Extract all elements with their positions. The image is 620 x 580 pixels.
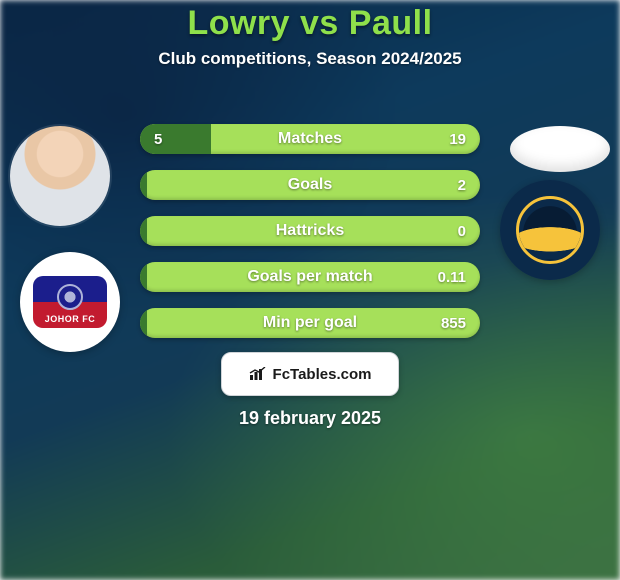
comparison-bars: 5Matches19 Goals2 Hattricks0 Goals per matc… (140, 124, 480, 354)
club-badge-left: JOHOR FC (20, 252, 120, 352)
bar-row: Goals2 (140, 170, 480, 200)
source-badge: FcTables.com (221, 352, 399, 396)
barchart-icon (249, 367, 267, 381)
bar-right-value: 0.11 (438, 262, 466, 292)
club-badge-left-text: JOHOR FC (45, 314, 96, 324)
bar-row: Hattricks0 (140, 216, 480, 246)
bar-right-value: 19 (449, 124, 466, 154)
bar-label: Min per goal (140, 308, 480, 338)
bar-right-value: 2 (458, 170, 466, 200)
bar-row: 5Matches19 (140, 124, 480, 154)
source-text: FcTables.com (273, 366, 372, 383)
bar-right-value: 0 (458, 216, 466, 246)
club-badge-right-wave (516, 196, 584, 264)
club-badge-right (500, 180, 600, 280)
bar-label: Goals per match (140, 262, 480, 292)
page-title: Lowry vs Paull (0, 4, 620, 43)
bar-row: Min per goal855 (140, 308, 480, 338)
bar-label: Matches (140, 124, 480, 154)
content: Lowry vs Paull Club competitions, Season… (0, 0, 620, 580)
club-badge-left-disc (57, 284, 83, 310)
bar-label: Hattricks (140, 216, 480, 246)
player-avatar-left (10, 126, 110, 226)
club-badge-left-inner: JOHOR FC (33, 276, 107, 328)
bar-label: Goals (140, 170, 480, 200)
bar-right-value: 855 (441, 308, 466, 338)
page-subtitle: Club competitions, Season 2024/2025 (0, 49, 620, 69)
date: 19 february 2025 (0, 408, 620, 429)
bar-row: Goals per match0.11 (140, 262, 480, 292)
player-avatar-right (510, 126, 610, 172)
